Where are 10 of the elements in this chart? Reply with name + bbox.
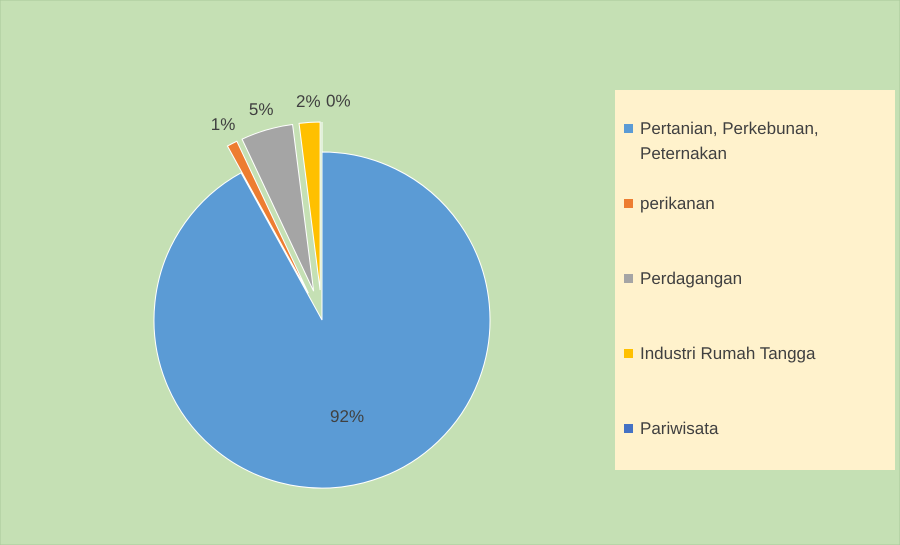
data-label: 5% bbox=[248, 100, 274, 120]
text: 0% bbox=[326, 91, 351, 110]
legend-label: Pariwisata bbox=[640, 419, 719, 438]
legend-label: Perdagangan bbox=[640, 269, 742, 288]
legend-label: perikanan bbox=[640, 194, 715, 214]
legend-label: Industri Rumah Tangga bbox=[640, 344, 816, 364]
data-label: 1% bbox=[210, 115, 236, 134]
legend-label: Pertanian, Perkebunan, Peternakan bbox=[640, 119, 819, 164]
data-label: 2% bbox=[296, 92, 321, 111]
data-label: 92% bbox=[330, 407, 364, 426]
